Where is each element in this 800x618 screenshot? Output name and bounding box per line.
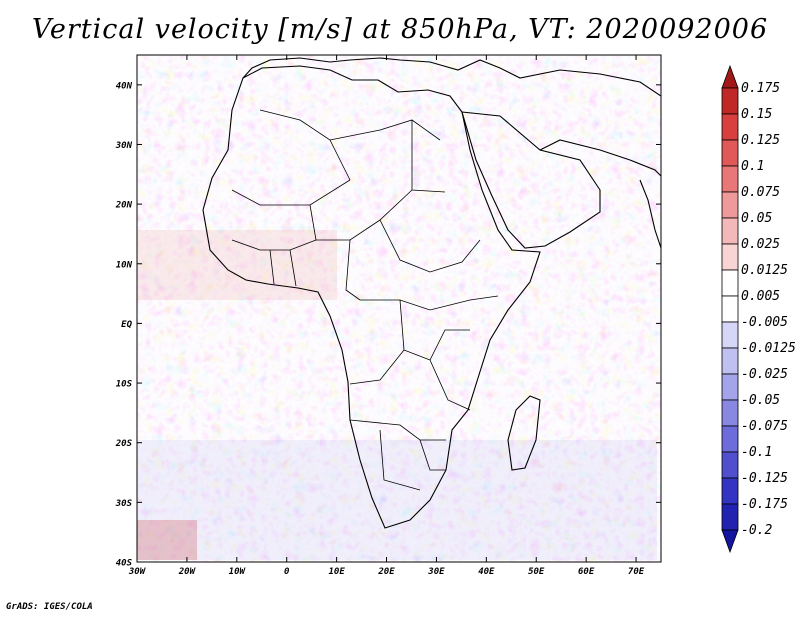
- grads-credit: GrADS: IGES/COLA: [6, 602, 93, 612]
- colorbar-box: [721, 217, 739, 245]
- colorbar-box: [721, 321, 739, 349]
- lon-tick-label: 20E: [377, 567, 395, 577]
- colorbar-level-label: 0.005: [741, 289, 780, 304]
- colorbar-box: [721, 165, 739, 193]
- colorbar-level-label: -0.125: [741, 471, 788, 486]
- lat-tick-label: EQ: [121, 320, 132, 330]
- map-frame: [136, 54, 662, 563]
- colorbar-level-label: -0.2: [741, 523, 772, 538]
- colorbar-box: [721, 295, 739, 323]
- coastlines: [202, 57, 661, 529]
- colorbar-level-label: 0.1: [741, 159, 764, 174]
- vertical-velocity-field: [137, 55, 661, 562]
- lon-tick-label: 60E: [578, 567, 595, 577]
- colorbar-level-label: 0.075: [741, 185, 780, 200]
- lon-tick-label: 40E: [478, 567, 495, 577]
- lon-tick-label: 10W: [229, 567, 247, 577]
- lat-tick-label: 40S: [116, 559, 133, 569]
- colorbar-level-label: -0.175: [741, 497, 788, 512]
- colorbar-box: [721, 269, 739, 297]
- colorbar-box: [721, 477, 739, 505]
- colorbar-top-arrow: [721, 64, 739, 89]
- colorbar-box: [721, 503, 739, 531]
- colorbar-level-label: 0.15: [741, 107, 772, 122]
- lon-tick-label: 20W: [178, 567, 197, 577]
- lon-tick-label: 30W: [128, 567, 147, 577]
- lat-tick-label: 30N: [115, 141, 133, 151]
- colorbar-box: [721, 425, 739, 453]
- colorbar-level-label: 0.175: [741, 81, 780, 96]
- lon-tick-label: 0: [284, 567, 290, 577]
- colorbar-box: [721, 113, 739, 141]
- colorbar-box: [721, 451, 739, 479]
- country-borders: [231, 109, 499, 491]
- lat-tick-label: 20S: [115, 439, 133, 449]
- colorbar-box: [721, 87, 739, 115]
- colorbar-box: [721, 347, 739, 375]
- colorbar-bottom-arrow: [721, 529, 739, 554]
- colorbar-box: [721, 191, 739, 219]
- colorbar-level-label: 0.0125: [741, 263, 788, 278]
- colorbar-box: [721, 243, 739, 271]
- colorbar: 0.175 0.15 0.125 0.1 0.075 0.05 0.025 0.0125 0.0…: [721, 64, 796, 554]
- colorbar-level-label: -0.025: [741, 367, 788, 382]
- colorbar-box: [721, 139, 739, 167]
- colorbar-box: [721, 399, 739, 427]
- colorbar-box: [721, 373, 739, 401]
- lat-tick-label: 10S: [116, 380, 133, 390]
- lat-tick-label: 10N: [116, 260, 133, 270]
- lat-tick-label: 20N: [115, 201, 133, 211]
- lon-tick-label: 50E: [528, 567, 545, 577]
- colorbar-level-label: -0.1: [741, 445, 772, 460]
- chart-title: Vertical velocity [m/s] at 850hPa, VT: 2…: [31, 14, 769, 45]
- colorbar-level-label: 0.05: [741, 211, 772, 226]
- colorbar-level-label: -0.05: [741, 393, 780, 408]
- colorbar-level-label: 0.125: [741, 133, 780, 148]
- colorbar-level-label: -0.005: [741, 315, 788, 330]
- colorbar-level-label: -0.0125: [741, 341, 796, 356]
- lon-tick-label: 10E: [328, 567, 345, 577]
- lon-tick-label: 70E: [628, 567, 645, 577]
- colorbar-level-label: 0.025: [741, 237, 780, 252]
- colorbar-level-label: -0.075: [741, 419, 788, 434]
- lat-tick-label: 40N: [116, 81, 133, 91]
- lon-tick-label: 30E: [427, 567, 445, 577]
- lat-tick-label: 30S: [115, 499, 133, 509]
